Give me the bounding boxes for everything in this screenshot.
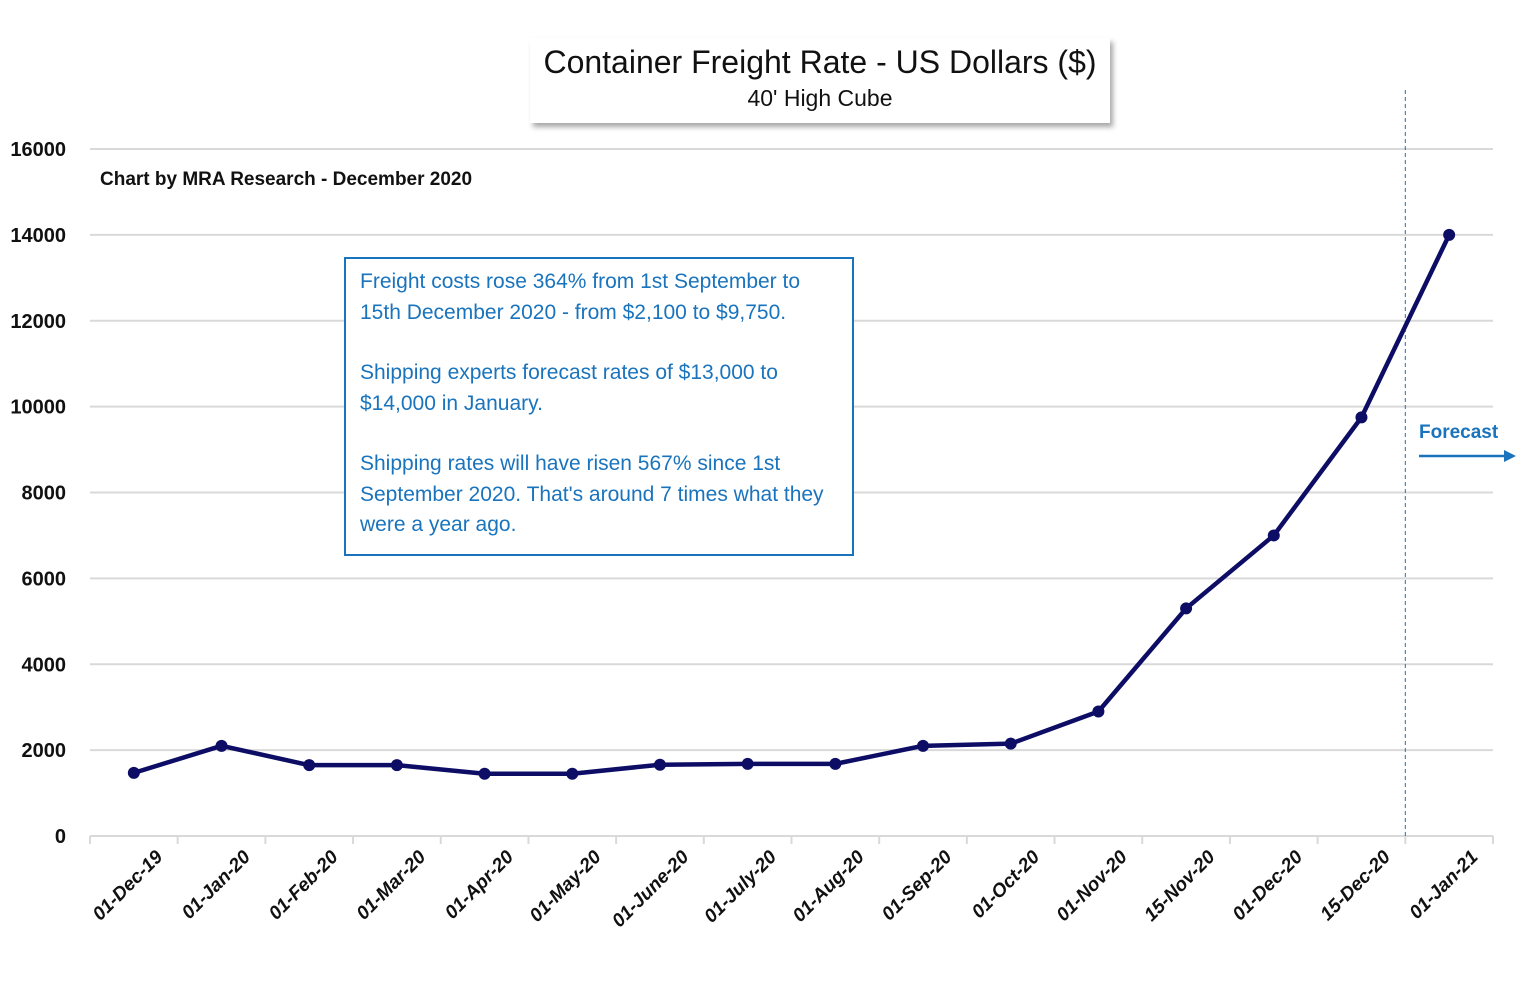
data-point — [390, 759, 403, 772]
title-box: Container Freight Rate - US Dollars ($) … — [530, 38, 1110, 123]
y-tick-label: 12000 — [10, 311, 66, 333]
x-tick-label: 01-Nov-20 — [1053, 846, 1132, 925]
data-point — [127, 766, 140, 779]
data-point — [1092, 705, 1105, 718]
data-point — [566, 767, 579, 780]
y-tick-label: 4000 — [22, 654, 67, 676]
x-tick-label: 01-Aug-20 — [789, 846, 869, 926]
x-tick-label: 01-May-20 — [526, 846, 606, 926]
forecast-arrowhead-icon — [1504, 450, 1516, 462]
x-tick-label: 01-Dec-19 — [89, 846, 168, 925]
annotation-paragraph: Shipping rates will have risen 567% sinc… — [360, 452, 824, 536]
series-line — [133, 233, 1452, 776]
x-tick-label: 01-Oct-20 — [968, 846, 1044, 922]
data-point — [1004, 737, 1017, 750]
y-tick-label: 6000 — [22, 568, 67, 590]
x-tick-label: 01-Jan-20 — [178, 846, 255, 923]
chart-title: Container Freight Rate - US Dollars ($) — [543, 44, 1097, 80]
y-tick-label: 0 — [55, 826, 66, 848]
data-point — [1180, 602, 1193, 615]
y-tick-label: 2000 — [22, 740, 67, 762]
y-tick-label: 16000 — [10, 139, 66, 161]
x-tick-label: 01-Apr-20 — [441, 846, 518, 923]
x-tick-label: 01-July-20 — [700, 846, 781, 927]
data-point — [215, 739, 228, 752]
data-point — [478, 767, 491, 780]
forecast-label: Forecast — [1419, 422, 1499, 443]
annotation-box: Freight costs rose 364% from 1st Septemb… — [344, 257, 854, 556]
data-point — [303, 759, 316, 772]
x-tick-label: 01-Jan-21 — [1406, 847, 1483, 924]
x-tick-label: 01-Sep-20 — [878, 846, 957, 925]
data-point — [829, 757, 842, 770]
y-tick-label: 14000 — [10, 225, 66, 247]
annotation-paragraph: Freight costs rose 364% from 1st Septemb… — [360, 270, 801, 324]
x-tick-label: 01-Dec-20 — [1229, 846, 1308, 925]
x-tick-label: 15-Dec-20 — [1317, 846, 1396, 925]
y-tick-label: 8000 — [22, 483, 67, 505]
data-point — [917, 739, 930, 752]
x-tick-label: 15-Nov-20 — [1140, 846, 1219, 925]
annotation-paragraph: Shipping experts forecast rates of $13,0… — [360, 361, 778, 415]
x-tick-label: 01-Mar-20 — [353, 846, 431, 924]
data-point — [741, 757, 754, 770]
data-point — [1443, 228, 1456, 241]
data-point — [1355, 411, 1368, 424]
chart-credit: Chart by MRA Research - December 2020 — [100, 169, 473, 190]
x-tick-label: 01-Feb-20 — [265, 846, 343, 924]
y-tick-label: 10000 — [10, 397, 66, 419]
data-point — [653, 758, 666, 771]
x-tick-label: 01-June-20 — [608, 846, 693, 931]
chart-subtitle: 40' High Cube — [747, 85, 893, 111]
data-point — [1267, 529, 1280, 542]
